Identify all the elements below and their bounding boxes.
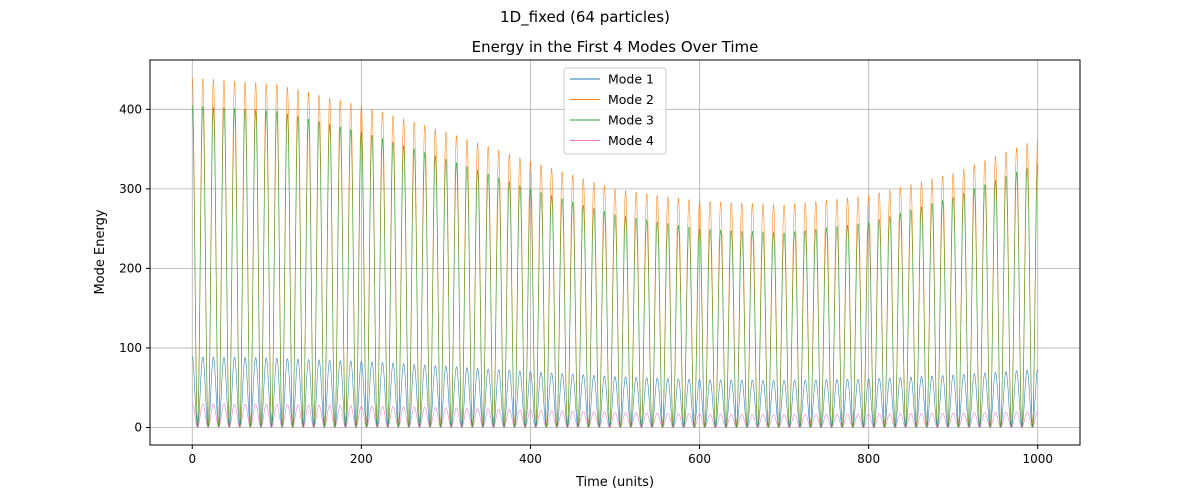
series-line-mode-3: [191, 105, 1039, 429]
legend-entry-label: Mode 1: [608, 72, 654, 87]
y-tick-label: 300: [119, 182, 142, 196]
legend-entry-label: Mode 2: [608, 92, 654, 107]
y-tick-label: 400: [119, 102, 142, 116]
series-line-mode-4: [192, 403, 1038, 428]
y-tick-label: 0: [134, 421, 142, 435]
plot-frame: [149, 59, 1081, 446]
x-tick-label: 800: [857, 452, 880, 466]
y-axis-label: Mode Energy: [93, 209, 108, 294]
x-axis-ticks: 0 200 400 600 800 1000: [188, 445, 1053, 466]
y-tick-label: 100: [119, 341, 142, 355]
legend-entry-label: Mode 4: [608, 133, 654, 148]
figure-suptitle: 1D_fixed (64 particles): [500, 8, 670, 27]
x-axis-label: Time (units): [575, 475, 654, 490]
x-tick-label: 400: [519, 452, 542, 466]
chart-title: Energy in the First 4 Modes Over Time: [472, 38, 759, 56]
x-tick-label: 1000: [1022, 452, 1053, 466]
x-tick-label: 0: [188, 452, 196, 466]
legend: Mode 1 Mode 2 Mode 3 Mode 4: [563, 67, 667, 155]
legend-entry-label: Mode 3: [608, 113, 654, 128]
series-line-mode-1: [192, 356, 1038, 428]
y-axis-ticks: 0 100 200 300 400: [119, 102, 150, 435]
x-tick-label: 600: [688, 452, 711, 466]
series-lines: [191, 77, 1039, 429]
legend-box: [563, 67, 667, 155]
y-tick-label: 200: [119, 261, 142, 275]
x-tick-label: 200: [350, 452, 373, 466]
